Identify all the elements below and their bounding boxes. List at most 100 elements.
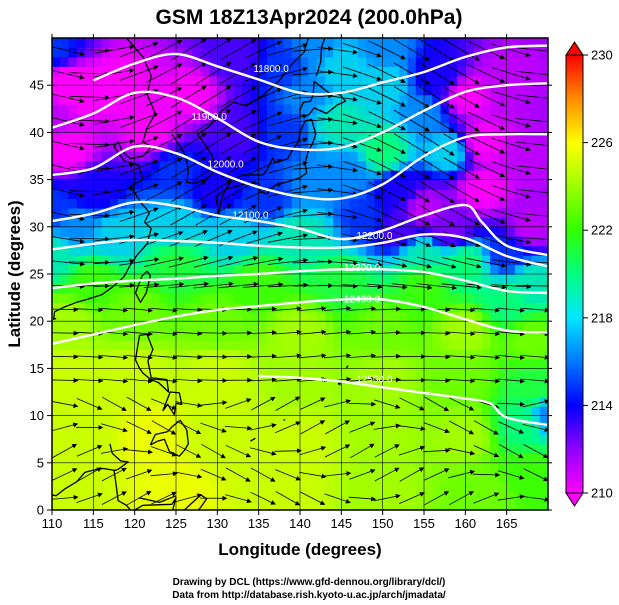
field-cell bbox=[399, 330, 409, 341]
field-cell bbox=[192, 481, 202, 492]
field-cell bbox=[415, 179, 425, 190]
wind-arrow bbox=[69, 71, 110, 77]
field-cell bbox=[415, 283, 425, 294]
field-cell bbox=[539, 425, 548, 436]
field-cell bbox=[142, 207, 152, 218]
field-cell bbox=[390, 500, 400, 510]
field-cell bbox=[465, 491, 475, 502]
field-cell bbox=[60, 38, 70, 49]
wind-arrow bbox=[244, 40, 283, 59]
field-cell bbox=[399, 85, 409, 96]
field-cell bbox=[457, 179, 466, 190]
field-cell bbox=[225, 453, 235, 464]
field-cell bbox=[457, 255, 466, 266]
wind-arrow bbox=[497, 378, 525, 384]
field-cell bbox=[523, 56, 533, 67]
field-cell bbox=[225, 387, 235, 398]
field-cell bbox=[258, 368, 268, 379]
field-cell bbox=[225, 443, 235, 454]
wind-arrow bbox=[522, 307, 548, 313]
field-cell bbox=[176, 207, 185, 218]
field-cell bbox=[366, 75, 375, 86]
field-cell bbox=[308, 368, 318, 379]
wind-arrow bbox=[175, 493, 203, 503]
field-cell bbox=[109, 170, 119, 181]
field-cell bbox=[233, 425, 243, 436]
field-cell bbox=[440, 236, 450, 247]
field-cell bbox=[93, 292, 103, 303]
field-cell bbox=[390, 151, 400, 162]
field-cell bbox=[85, 85, 94, 96]
field-cell bbox=[159, 255, 169, 266]
field-cell bbox=[349, 132, 359, 143]
field-cell bbox=[382, 415, 392, 426]
x-tick-label: 160 bbox=[454, 516, 476, 531]
field-cell bbox=[366, 396, 375, 407]
field-cell bbox=[324, 453, 334, 464]
wind-arrow bbox=[418, 132, 455, 156]
field-cell bbox=[126, 377, 136, 388]
field-cell bbox=[440, 462, 450, 473]
wind-arrow bbox=[473, 420, 499, 435]
contour-label: 12400.0 bbox=[344, 294, 381, 305]
field-cell bbox=[52, 453, 61, 464]
field-cell bbox=[539, 38, 548, 49]
field-cell bbox=[109, 113, 119, 124]
field-cell bbox=[134, 113, 144, 124]
wind-streamlines bbox=[52, 38, 548, 506]
field-cell bbox=[531, 245, 541, 256]
field-cell bbox=[209, 283, 218, 294]
field-cell bbox=[192, 283, 202, 294]
wind-arrow bbox=[249, 423, 277, 431]
wind-arrow bbox=[368, 134, 406, 154]
field-cell bbox=[275, 160, 285, 171]
field-cell bbox=[415, 396, 425, 407]
field-cell bbox=[68, 85, 78, 96]
field-cell bbox=[250, 113, 260, 124]
field-cell bbox=[85, 415, 94, 426]
field-cell bbox=[514, 56, 524, 67]
field-cell bbox=[481, 302, 491, 313]
field-cell bbox=[68, 472, 78, 483]
field-cell bbox=[68, 56, 78, 67]
field-cell bbox=[415, 425, 425, 436]
wind-arrow bbox=[77, 467, 102, 482]
field-cell bbox=[300, 141, 309, 152]
field-cell bbox=[424, 245, 433, 256]
field-cell bbox=[448, 66, 458, 77]
field-cell bbox=[415, 198, 425, 209]
field-cell bbox=[225, 340, 235, 351]
field-cell bbox=[233, 38, 243, 49]
field-cell bbox=[390, 255, 400, 266]
field-cell bbox=[481, 358, 491, 369]
wind-arrow bbox=[497, 331, 525, 337]
field-cell bbox=[341, 368, 351, 379]
field-cell bbox=[399, 274, 409, 285]
field-cell bbox=[291, 500, 301, 510]
field-cell bbox=[382, 255, 392, 266]
wind-arrow bbox=[374, 444, 400, 458]
field-cell bbox=[233, 462, 243, 473]
field-cell bbox=[374, 179, 384, 190]
wind-arrow bbox=[274, 353, 302, 359]
field-cell bbox=[192, 330, 202, 341]
field-cell bbox=[390, 56, 400, 67]
field-cell bbox=[283, 113, 293, 124]
field-cell bbox=[192, 340, 202, 351]
field-cell bbox=[93, 387, 103, 398]
field-cell bbox=[192, 198, 202, 209]
field-cell bbox=[457, 264, 466, 275]
field-cell bbox=[498, 434, 508, 445]
wind-arrow bbox=[150, 331, 178, 337]
field-cell bbox=[291, 245, 301, 256]
wind-arrow bbox=[268, 184, 308, 198]
field-cell bbox=[473, 245, 483, 256]
wind-arrow bbox=[368, 182, 406, 201]
field-cell bbox=[109, 189, 119, 200]
field-cell bbox=[341, 207, 351, 218]
field-cell bbox=[324, 434, 334, 445]
field-cell bbox=[283, 255, 293, 266]
field-cell bbox=[448, 453, 458, 464]
wind-arrow bbox=[393, 62, 431, 85]
field-cell bbox=[275, 226, 285, 237]
